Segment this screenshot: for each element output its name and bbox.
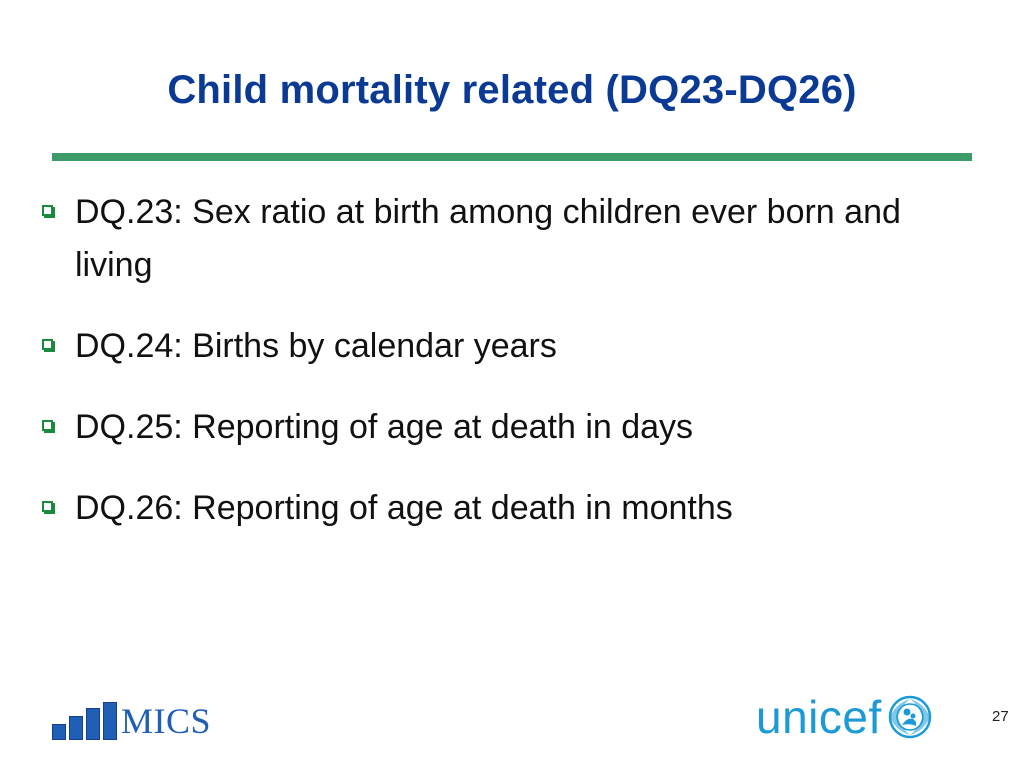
mics-logo: MICS bbox=[52, 698, 211, 740]
page-number: 27 bbox=[992, 708, 1009, 725]
mics-logo-text: MICS bbox=[121, 701, 212, 741]
bullet-item-dq23: DQ.23: Sex ratio at birth among children… bbox=[40, 186, 940, 292]
bullet-item-dq26: DQ.26: Reporting of age at death in mont… bbox=[40, 482, 940, 535]
unicef-logo: unicef bbox=[756, 692, 934, 742]
mics-bars-icon bbox=[52, 702, 117, 740]
bullet-text: DQ.26: Reporting of age at death in mont… bbox=[75, 489, 733, 527]
hollow-square-bullet-icon bbox=[42, 205, 53, 216]
bullet-text: DQ.25: Reporting of age at death in days bbox=[75, 408, 694, 446]
unicef-emblem-icon bbox=[888, 695, 931, 739]
bullet-text: DQ.23: Sex ratio at birth among children… bbox=[75, 193, 901, 284]
bullet-item-dq25: DQ.25: Reporting of age at death in days bbox=[40, 401, 940, 454]
unicef-logo-text: unicef bbox=[756, 691, 882, 743]
bullet-text: DQ.24: Births by calendar years bbox=[75, 327, 557, 365]
hollow-square-bullet-icon bbox=[42, 339, 53, 350]
bullet-list: DQ.23: Sex ratio at birth among children… bbox=[40, 186, 940, 563]
hollow-square-bullet-icon bbox=[42, 501, 53, 512]
hollow-square-bullet-icon bbox=[42, 420, 53, 431]
bullet-item-dq24: DQ.24: Births by calendar years bbox=[40, 320, 940, 373]
slide-title: Child mortality related (DQ23-DQ26) bbox=[167, 68, 857, 112]
title-divider bbox=[52, 153, 972, 161]
